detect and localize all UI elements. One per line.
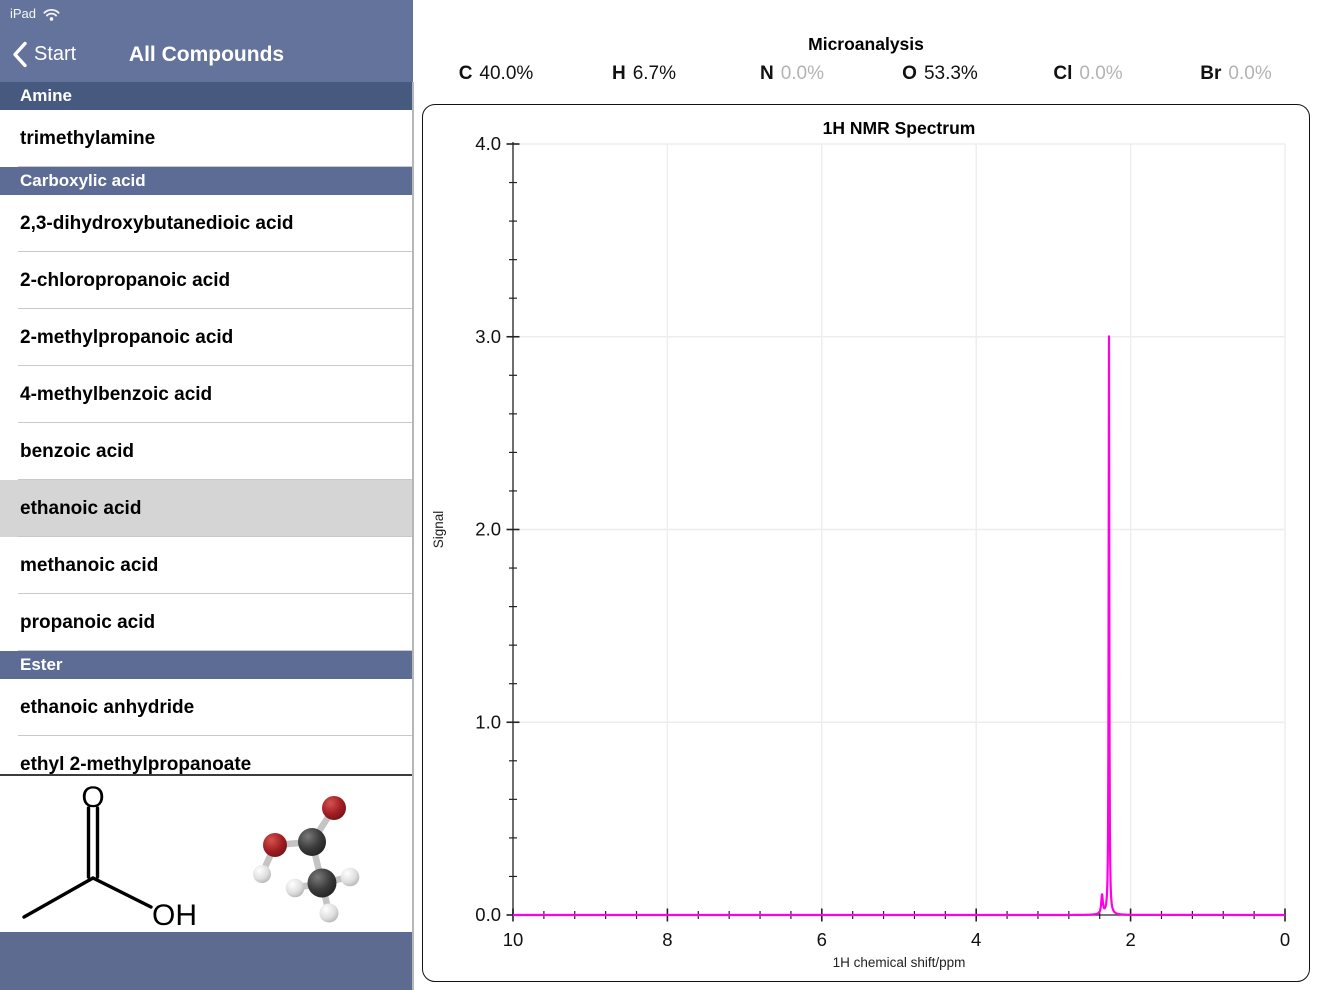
- compound-name: 2-methylpropanoic acid: [20, 326, 234, 348]
- chart-title: 1H NMR Spectrum: [823, 118, 976, 138]
- sidebar-footer-bar: [0, 932, 412, 990]
- compound-list: Amine trimethylamine Carboxylic acid 2,3-di…: [0, 82, 413, 793]
- section-header: Amine: [0, 82, 413, 110]
- microanalysis-element: C 40.0%: [422, 63, 570, 85]
- y-tick-label: 1.0: [475, 711, 501, 732]
- compound-list-item[interactable]: 2-chloropropanoic acid: [0, 252, 413, 309]
- compound-name: trimethylamine: [20, 127, 156, 149]
- element-symbol: Br: [1200, 63, 1222, 84]
- microanalysis-element: O 53.3%: [866, 63, 1014, 85]
- compound-name: 2-chloropropanoic acid: [20, 269, 231, 291]
- navigation-bar: Start All Compounds: [0, 27, 413, 82]
- back-button[interactable]: Start: [0, 41, 76, 68]
- y-tick-label: 0.0: [475, 904, 501, 925]
- compound-name: propanoic acid: [20, 611, 156, 633]
- structure-preview-panel: O OH: [0, 774, 412, 932]
- compound-list-item[interactable]: benzoic acid: [0, 423, 413, 480]
- carbonyl-oxygen-label: O: [81, 781, 104, 814]
- carbon-atom: [298, 828, 326, 856]
- carbon-atom: [307, 868, 337, 898]
- microanalysis-title: Microanalysis: [808, 34, 924, 54]
- x-axis-label: 1H chemical shift/ppm: [833, 955, 966, 970]
- element-symbol: O: [902, 63, 917, 84]
- compound-list-item[interactable]: 4-methylbenzoic acid: [0, 366, 413, 423]
- compound-list-item[interactable]: 2,3-dihydroxybutanedioic acid: [0, 195, 413, 252]
- x-tick-label: 2: [1125, 929, 1135, 950]
- sidebar: iPad Start All Compounds Amine trimethyla…: [0, 0, 413, 990]
- microanalysis-header: Microanalysis C 40.0% H 6.7% N 0.0% O 53.3% Cl 0.…: [422, 0, 1310, 85]
- back-button-label: Start: [34, 43, 77, 65]
- compound-list-item[interactable]: ethanoic anhydride: [0, 679, 413, 736]
- nmr-spectrum-trace: [513, 335, 1286, 917]
- element-symbol: Cl: [1053, 63, 1073, 84]
- x-tick-label: 8: [662, 929, 672, 950]
- element-percentage: 0.0%: [1228, 63, 1272, 84]
- element-symbol: C: [458, 63, 473, 84]
- element-percentage: 53.3%: [923, 63, 978, 84]
- microanalysis-values: C 40.0% H 6.7% N 0.0% O 53.3% Cl 0.0% Br 0.0%: [422, 63, 1310, 85]
- x-tick-label: 6: [817, 929, 827, 950]
- compound-name: ethanoic acid: [20, 497, 142, 519]
- hydroxyl-label: OH: [152, 899, 197, 932]
- compound-name: 4-methylbenzoic acid: [20, 383, 213, 405]
- hydrogen-atom: [319, 903, 339, 923]
- compound-list-item[interactable]: ethanoic acid: [0, 480, 413, 537]
- molecule-preview-image: O OH: [22, 781, 360, 932]
- x-tick-label: 0: [1280, 929, 1290, 950]
- nmr-chart-panel: 10 8 6 4 2 0 0.0 1.0 2.0 3.0 4.0 1H NMR Spectrum 1H …: [422, 104, 1310, 982]
- device-label: iPad: [10, 6, 37, 21]
- microanalysis-element: H 6.7%: [570, 63, 718, 85]
- wifi-icon: [43, 8, 60, 21]
- molecule-3d-model: [253, 796, 360, 923]
- sidebar-divider: [412, 82, 414, 990]
- x-tick-label: 10: [503, 929, 524, 950]
- compound-list-item[interactable]: trimethylamine: [0, 110, 413, 167]
- compound-name: 2,3-dihydroxybutanedioic acid: [20, 212, 294, 234]
- oxygen-atom: [263, 833, 287, 857]
- compound-name: ethyl 2-methylpropanoate: [20, 753, 252, 775]
- section-header: Ester: [0, 651, 413, 679]
- compound-name: methanoic acid: [20, 554, 159, 576]
- hydrogen-atom: [285, 878, 305, 898]
- x-tick-label: 4: [971, 929, 981, 950]
- molecule-2d-skeletal: [22, 806, 153, 919]
- section-header: Carboxylic acid: [0, 167, 413, 195]
- compound-list-item[interactable]: methanoic acid: [0, 537, 413, 594]
- compound-name: benzoic acid: [20, 440, 135, 462]
- y-tick-label: 2.0: [475, 519, 501, 540]
- microanalysis-element: N 0.0%: [718, 63, 866, 85]
- compound-list-item[interactable]: propanoic acid: [0, 594, 413, 651]
- status-bar: iPad: [0, 0, 413, 27]
- element-percentage: 0.0%: [1079, 63, 1123, 84]
- compound-list-item[interactable]: 2-methylpropanoic acid: [0, 309, 413, 366]
- oxygen-atom: [322, 796, 346, 820]
- y-tick-label: 4.0: [475, 133, 501, 154]
- microanalysis-element: Br 0.0%: [1162, 63, 1310, 85]
- element-percentage: 40.0%: [479, 63, 534, 84]
- hydrogen-atom: [340, 867, 360, 887]
- hydrogen-atom: [253, 865, 271, 883]
- microanalysis-element: Cl 0.0%: [1014, 63, 1162, 85]
- nmr-spectrum-chart: 10 8 6 4 2 0 0.0 1.0 2.0 3.0 4.0 1H NMR Spectrum 1H …: [431, 118, 1290, 970]
- compound-name: ethanoic anhydride: [20, 696, 195, 718]
- y-axis-label: Signal: [431, 511, 446, 549]
- chevron-left-icon: [13, 41, 27, 68]
- element-percentage: 0.0%: [780, 63, 825, 84]
- element-symbol: H: [611, 63, 626, 84]
- element-percentage: 6.7%: [632, 63, 677, 84]
- element-symbol: N: [759, 63, 774, 84]
- y-tick-label: 3.0: [475, 326, 501, 347]
